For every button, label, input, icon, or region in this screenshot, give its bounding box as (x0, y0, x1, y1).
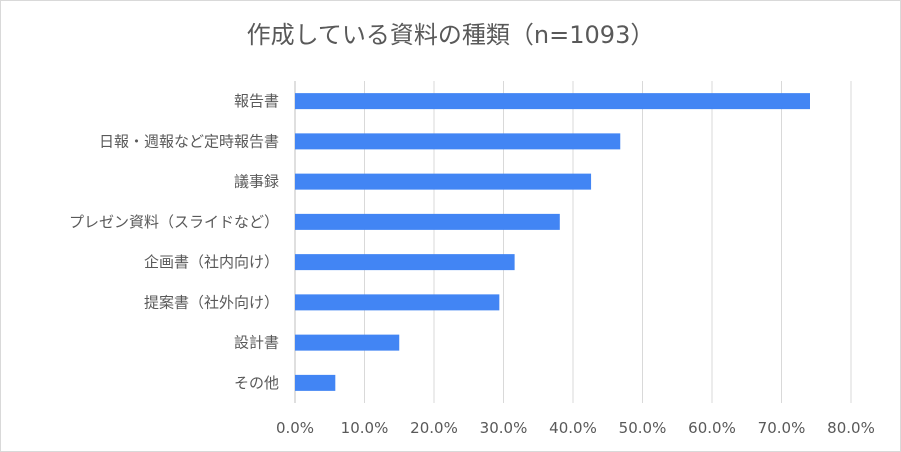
x-tick-label: 30.0% (480, 419, 528, 437)
category-label: プレゼン資料（スライドなど） (69, 213, 279, 231)
category-label: 設計書 (234, 334, 279, 352)
bar (295, 213, 560, 230)
x-tick-label: 40.0% (549, 419, 597, 437)
bar (295, 254, 515, 271)
category-label: 企画書（社内向け） (144, 253, 279, 271)
x-tick-label: 10.0% (341, 419, 389, 437)
gridlines (294, 81, 852, 403)
category-label: その他 (234, 374, 279, 392)
x-tick-label: 70.0% (758, 419, 806, 437)
bar (295, 374, 336, 391)
bar (295, 93, 810, 110)
bar (295, 133, 621, 150)
bar (295, 294, 500, 311)
x-tick-labels: 0.0% 10.0% 20.0% 30.0% 40.0% 50.0% 60.0% 70.0% 8… (276, 419, 875, 437)
chart-title: 作成している資料の種類（n=1093） (246, 21, 655, 49)
x-tick-label: 0.0% (276, 419, 314, 437)
category-label: 議事録 (234, 173, 279, 191)
x-tick-label: 20.0% (410, 419, 458, 437)
category-label: 日報・週報など定時報告書 (99, 132, 279, 150)
category-label: 提案書（社外向け） (144, 293, 279, 311)
category-label: 報告書 (234, 92, 279, 110)
x-tick-label: 60.0% (688, 419, 736, 437)
bar (295, 334, 400, 351)
x-tick-label: 80.0% (827, 419, 875, 437)
x-tick-label: 50.0% (619, 419, 667, 437)
bars (295, 93, 810, 391)
bar (295, 173, 592, 190)
